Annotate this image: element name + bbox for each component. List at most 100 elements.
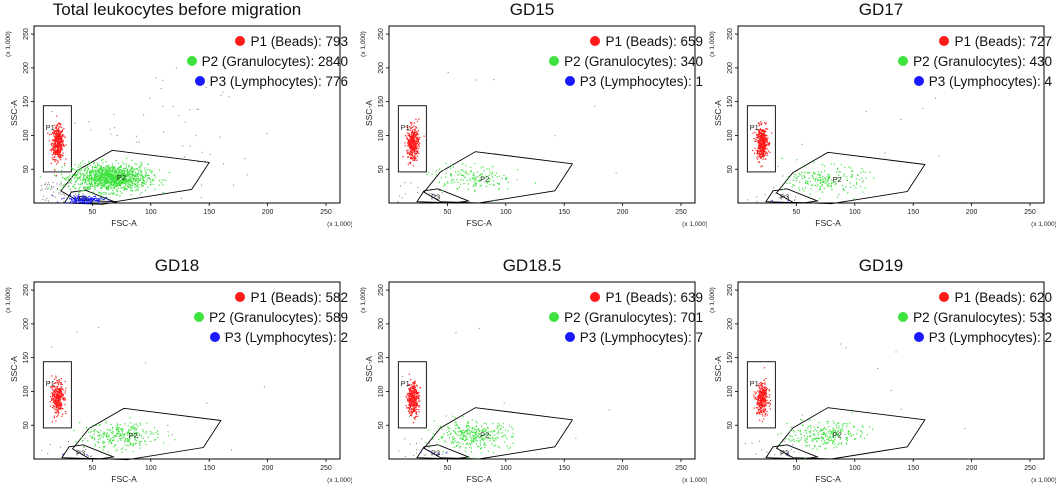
data-point bbox=[461, 439, 462, 440]
data-point bbox=[763, 156, 764, 157]
data-point bbox=[473, 173, 474, 174]
data-point bbox=[478, 433, 479, 434]
data-point bbox=[103, 192, 104, 193]
data-point bbox=[755, 148, 756, 149]
data-point bbox=[130, 190, 131, 191]
data-point bbox=[110, 430, 111, 431]
debris-point bbox=[47, 189, 48, 190]
data-point bbox=[820, 182, 821, 183]
data-point bbox=[799, 181, 800, 182]
data-point bbox=[117, 184, 118, 185]
data-point bbox=[77, 173, 78, 174]
data-point bbox=[126, 445, 127, 446]
y-tick-label: 250 bbox=[378, 284, 385, 296]
data-point bbox=[759, 136, 760, 137]
data-point bbox=[458, 174, 459, 175]
data-point bbox=[65, 390, 66, 391]
y-tick-label: 150 bbox=[378, 352, 385, 364]
data-point bbox=[98, 183, 99, 184]
data-point bbox=[452, 416, 453, 417]
debris-point bbox=[409, 416, 410, 417]
data-point bbox=[95, 200, 96, 201]
debris-point bbox=[616, 173, 617, 174]
data-point bbox=[140, 162, 141, 163]
data-point bbox=[409, 145, 410, 146]
debris-point bbox=[49, 184, 50, 185]
data-point bbox=[129, 172, 130, 173]
data-point bbox=[59, 142, 60, 143]
data-point bbox=[759, 133, 760, 134]
data-point bbox=[469, 436, 470, 437]
gate-label-p3: P3 bbox=[431, 193, 440, 202]
data-point bbox=[481, 426, 482, 427]
data-point bbox=[105, 167, 106, 168]
data-point bbox=[443, 170, 444, 171]
data-point bbox=[802, 178, 803, 179]
data-point bbox=[61, 416, 62, 417]
data-point bbox=[99, 184, 100, 185]
data-point bbox=[112, 164, 113, 165]
data-point bbox=[759, 148, 760, 149]
data-point bbox=[477, 422, 478, 423]
debris-point bbox=[184, 156, 185, 157]
data-point bbox=[112, 193, 113, 194]
data-point bbox=[131, 176, 132, 177]
debris-point bbox=[86, 188, 87, 189]
data-point bbox=[836, 171, 837, 172]
data-point bbox=[512, 429, 513, 430]
data-point bbox=[828, 180, 829, 181]
data-point bbox=[138, 181, 139, 182]
data-point bbox=[838, 171, 839, 172]
data-point bbox=[115, 186, 116, 187]
debris-point bbox=[50, 189, 51, 190]
data-point bbox=[428, 172, 429, 173]
data-point bbox=[60, 159, 61, 160]
data-point bbox=[132, 186, 133, 187]
data-point bbox=[411, 158, 412, 159]
debris-point bbox=[424, 455, 425, 456]
data-point bbox=[89, 189, 90, 190]
data-point bbox=[165, 180, 166, 181]
legend-item: P1 (Beads): 659 bbox=[549, 31, 703, 51]
data-point bbox=[58, 154, 59, 155]
data-point bbox=[71, 167, 72, 168]
data-point bbox=[850, 187, 851, 188]
data-point bbox=[70, 181, 71, 182]
data-point bbox=[484, 447, 485, 448]
debris-point bbox=[109, 129, 110, 130]
data-point bbox=[134, 424, 135, 425]
data-point bbox=[79, 172, 80, 173]
data-point bbox=[767, 155, 768, 156]
data-point bbox=[55, 376, 56, 377]
data-point bbox=[506, 178, 507, 179]
data-point bbox=[433, 436, 434, 437]
data-point bbox=[141, 178, 142, 179]
data-point bbox=[51, 398, 52, 399]
data-point bbox=[75, 169, 76, 170]
y-tick-label: 150 bbox=[23, 352, 30, 364]
data-point bbox=[456, 433, 457, 434]
debris-point bbox=[838, 194, 839, 195]
debris-point bbox=[404, 182, 405, 183]
debris-point bbox=[45, 200, 46, 201]
data-point bbox=[413, 165, 414, 166]
data-point bbox=[763, 130, 764, 131]
data-point bbox=[490, 438, 491, 439]
data-point bbox=[438, 429, 439, 430]
data-point bbox=[412, 398, 413, 399]
debris-point bbox=[45, 188, 46, 189]
data-point bbox=[408, 164, 409, 165]
data-point bbox=[99, 165, 100, 166]
debris-point bbox=[178, 115, 179, 116]
data-point bbox=[822, 176, 823, 177]
data-point bbox=[82, 441, 83, 442]
data-point bbox=[447, 426, 448, 427]
data-point bbox=[415, 157, 416, 158]
data-point bbox=[456, 425, 457, 426]
data-point bbox=[55, 400, 56, 401]
data-point bbox=[104, 199, 105, 200]
data-point bbox=[460, 184, 461, 185]
data-point bbox=[763, 152, 764, 153]
data-point bbox=[62, 397, 63, 398]
data-point bbox=[834, 164, 835, 165]
